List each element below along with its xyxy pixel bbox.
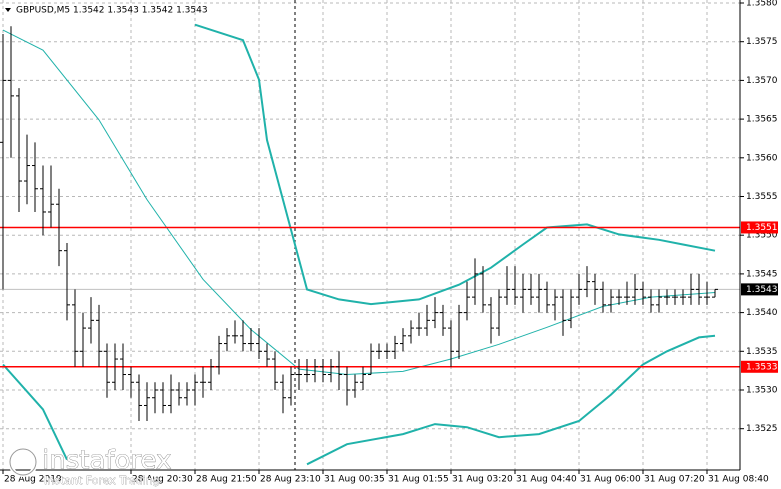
indicator-line: [2, 334, 716, 466]
last-price-tag: [741, 283, 778, 296]
x-tick-label: 28 Aug 21:50: [196, 475, 257, 485]
x-tick-label: 28 Aug 23:10: [260, 475, 321, 485]
x-tick-label: 28 Aug 20:30: [132, 475, 193, 485]
y-tick-label: 1.3540: [746, 308, 778, 318]
y-tick-label: 1.3575: [746, 37, 778, 47]
chart-title: GBPUSD,M5 1.3542 1.3543 1.3542 1.3543: [16, 6, 208, 16]
indicator-line: [194, 23, 716, 306]
x-tick-label: 31 Aug 03:20: [452, 475, 513, 485]
x-tick-label: 31 Aug 07:20: [644, 475, 705, 485]
y-tick-label: 1.3530: [746, 386, 778, 396]
x-tick-label: 28 Aug 2019: [4, 475, 62, 485]
level-label: 1.3551: [746, 223, 778, 233]
tagline: Instant Forex Trading: [44, 474, 160, 487]
level-tag: [741, 360, 778, 373]
level-tag: [741, 221, 778, 234]
y-tick-label: 1.3545: [746, 269, 778, 279]
menu-arrow: [5, 8, 11, 12]
x-tick-label: 31 Aug 06:00: [580, 475, 641, 485]
y-tick-label: 1.3555: [746, 192, 778, 202]
logo-icon-outline: [9, 448, 37, 476]
y-tick-label: 1.3580: [746, 0, 778, 9]
y-tick-label: 1.3570: [746, 76, 778, 86]
y-tick-label: 1.3525: [746, 424, 778, 434]
grid: [0, 0, 740, 470]
last-price-label: 1.3543: [746, 285, 778, 295]
x-tick-label: 31 Aug 01:55: [388, 475, 449, 485]
x-tick-label: 31 Aug 04:40: [516, 475, 577, 485]
y-tick-label: 1.3550: [746, 231, 778, 241]
plot: [0, 23, 740, 466]
x-tick-label: 31 Aug 08:40: [708, 475, 769, 485]
x-tick-label: 31 Aug 00:35: [324, 475, 385, 485]
y-tick-label: 1.3565: [746, 115, 778, 125]
y-tick-label: 1.3535: [746, 347, 778, 357]
level-label: 1.3533: [746, 362, 778, 372]
y-tick-label: 1.3560: [746, 153, 778, 163]
watermark: instaforex Instant Forex Trading: [8, 445, 172, 487]
brand: instaforex: [42, 446, 171, 476]
